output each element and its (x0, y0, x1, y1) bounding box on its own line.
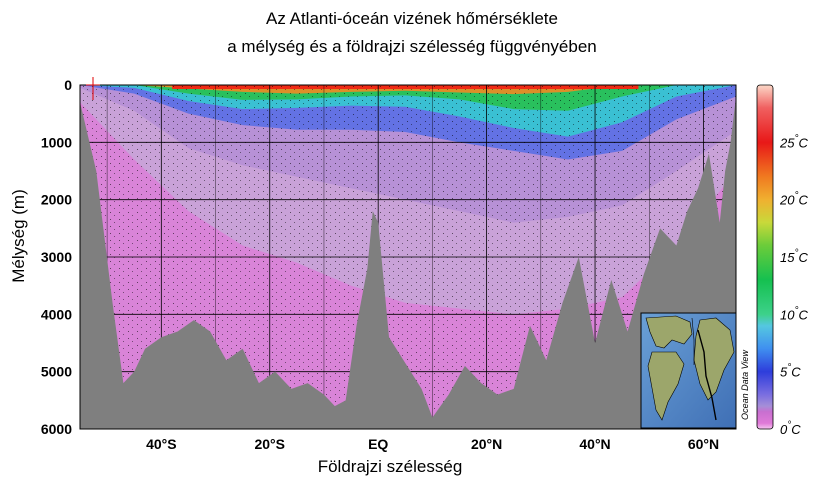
colorbar-tick-label: 20°C (779, 191, 808, 208)
colorbar-tick-label: 15°C (780, 248, 808, 265)
x-tick-label: 60°N (688, 436, 719, 452)
x-tick-label: 40°N (579, 436, 610, 452)
plot-frame (79, 84, 737, 430)
y-axis-ticks: 0 1000 2000 3000 4000 5000 6000 (41, 77, 72, 437)
inset-map (640, 312, 737, 429)
x-tick-label: 20°N (471, 436, 502, 452)
chart-title: Az Atlanti-óceán vizének hőmérséklete (266, 9, 558, 28)
y-tick-label: 5000 (41, 364, 72, 380)
chart-subtitle: a mélység és a földrajzi szélesség függv… (227, 37, 597, 56)
y-tick-label: 0 (64, 77, 72, 93)
x-tick-label: 20°S (254, 436, 285, 452)
x-axis-label: Földrajzi szélesség (318, 457, 463, 476)
colorbar-tick-label: 10°C (780, 305, 808, 322)
colorbar-tick-label: 5°C (780, 363, 801, 380)
x-axis-ticks: 40°S 20°S EQ 20°N 40°N 60°N (146, 436, 719, 452)
y-tick-label: 6000 (41, 421, 72, 437)
colorbar-tick-label: 25°C (779, 133, 808, 150)
y-tick-label: 1000 (41, 134, 72, 150)
colorbar (756, 84, 774, 430)
x-tick-label: EQ (368, 436, 388, 452)
y-axis-label: Mélység (m) (9, 189, 28, 283)
seafloor (80, 96, 736, 429)
y-tick-label: 2000 (41, 192, 72, 208)
colorbar-ticks: 0°C 5°C 10°C 15°C 20°C 25°C (779, 133, 808, 437)
seafloor-shape (80, 96, 736, 429)
y-tick-label: 4000 (41, 306, 72, 322)
inset-credit: Ocean Data View (740, 350, 750, 420)
x-tick-label: 40°S (146, 436, 177, 452)
y-tick-label: 3000 (41, 249, 72, 265)
colorbar-tick-label: 0°C (780, 420, 801, 437)
